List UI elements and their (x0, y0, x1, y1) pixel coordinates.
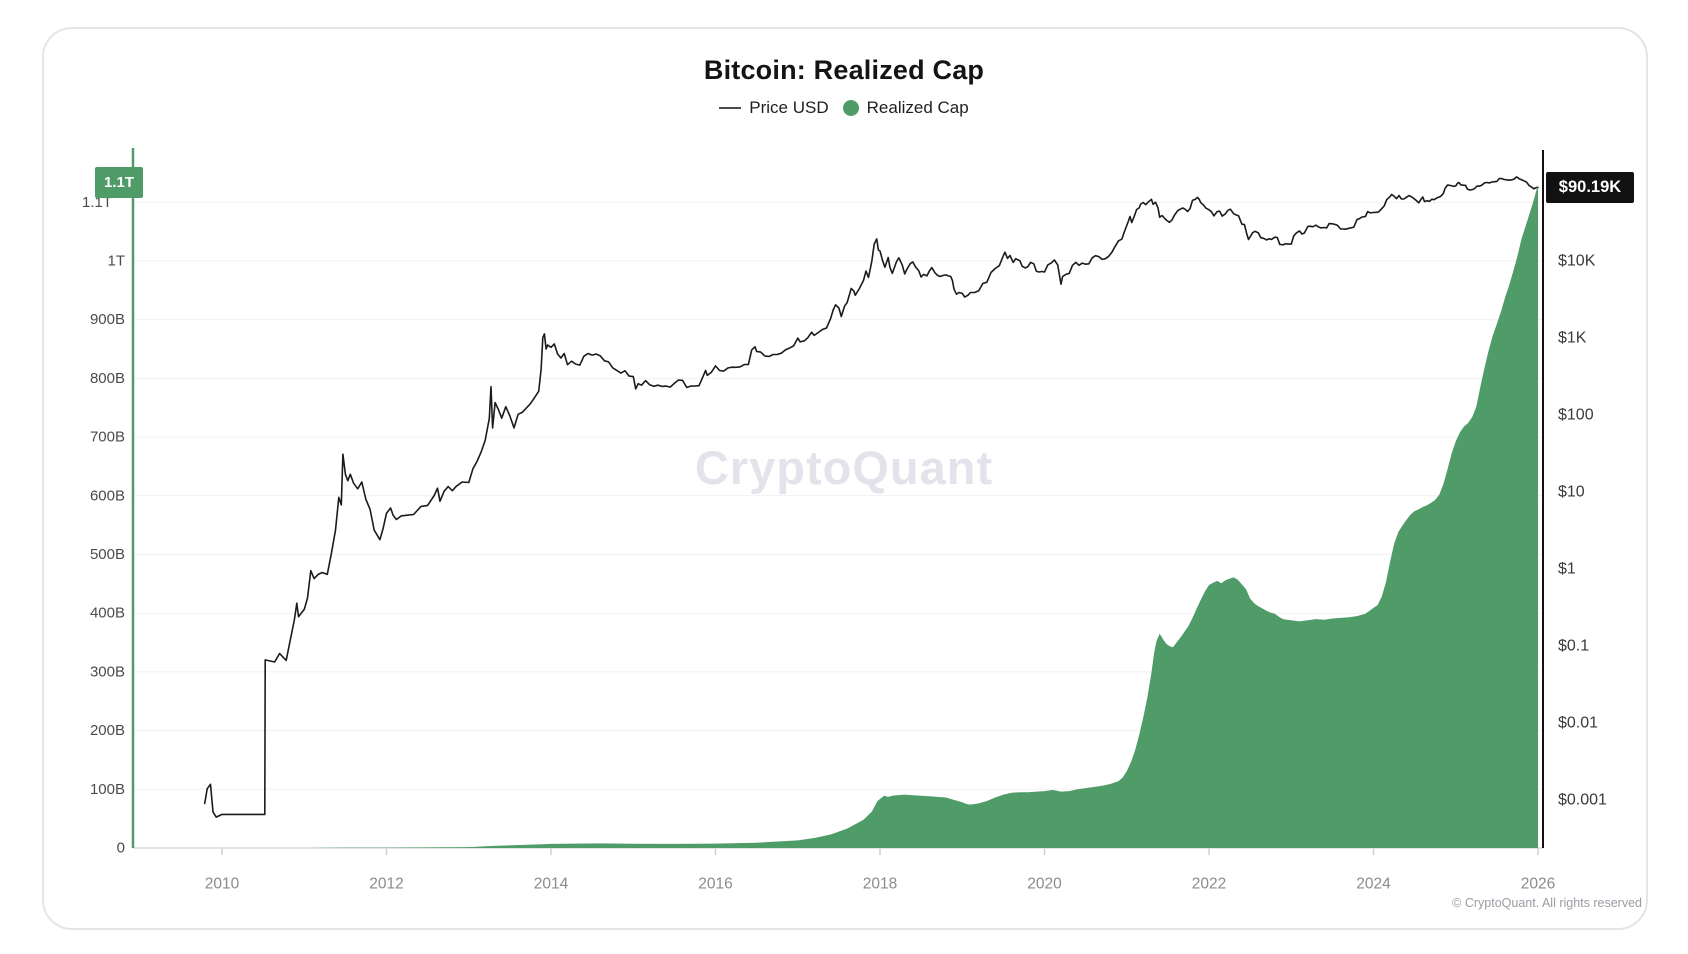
watermark: CryptoQuant (694, 441, 994, 494)
x-axis-tick-label: 2010 (205, 875, 240, 892)
right-axis-tick-label: $10 (1558, 484, 1585, 501)
chart-title: Bitcoin: Realized Cap (703, 55, 985, 85)
copyright-notice: © CryptoQuant. All rights reserved (1452, 896, 1642, 910)
realized-cap-current-badge: 1.1T (95, 167, 143, 198)
price-current-badge: $90.19K (1546, 172, 1634, 203)
x-axis-tick-label: 2014 (534, 875, 569, 892)
left-axis-tick-label: 400B (90, 605, 125, 622)
left-axis-tick-label: 200B (90, 722, 125, 739)
right-axis-tick-label: $1 (1558, 561, 1576, 578)
price-line-swatch-icon (719, 107, 742, 109)
left-axis-tick-label: 700B (90, 429, 125, 446)
right-axis-tick-label: $0.001 (1558, 792, 1607, 809)
x-axis-tick-label: 2026 (1521, 875, 1555, 892)
x-axis-tick-label: 2020 (1027, 875, 1062, 892)
right-axis-tick-label: $100 (1558, 407, 1594, 424)
legend-item-realized-cap[interactable]: Realized Cap (842, 98, 969, 118)
left-axis-tick-label: 1T (107, 253, 125, 270)
legend: Price USD Realized Cap (0, 98, 1688, 118)
realized-cap-swatch-icon (842, 100, 859, 116)
legend-realized-cap-label: Realized Cap (866, 98, 969, 117)
left-axis-tick-label: 800B (90, 370, 125, 387)
right-axis-tick-label: $10K (1558, 253, 1596, 270)
x-axis-tick-label: 2016 (698, 875, 732, 892)
legend-item-price[interactable]: Price USD (719, 98, 829, 118)
x-axis-tick-label: 2024 (1356, 875, 1391, 892)
left-axis-tick-label: 1.1T (82, 194, 112, 211)
left-axis-tick-label: 0 (117, 840, 125, 857)
left-axis-tick-label: 900B (90, 311, 125, 328)
left-axis-tick-label: 500B (90, 546, 125, 563)
legend-price-label: Price USD (749, 98, 829, 117)
right-axis-tick-label: $0.1 (1558, 638, 1589, 655)
x-axis-tick-label: 2012 (369, 875, 403, 892)
left-axis-tick-label: 600B (90, 487, 125, 504)
realized-cap-area (204, 184, 1539, 848)
x-axis-tick-label: 2022 (1192, 875, 1226, 892)
x-axis-tick-label: 2018 (863, 875, 897, 892)
left-axis-tick-label: 300B (90, 663, 125, 680)
left-axis-tick-label: 100B (90, 781, 125, 798)
right-axis-tick-label: $1K (1558, 330, 1587, 347)
right-axis-tick-label: $0.01 (1558, 715, 1598, 732)
price-line (203, 176, 1539, 818)
